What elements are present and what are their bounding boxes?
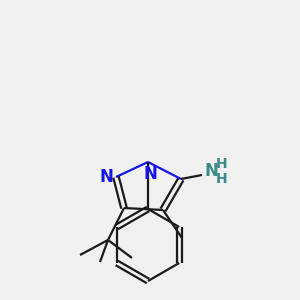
Text: H: H bbox=[216, 172, 228, 186]
Text: N: N bbox=[204, 162, 218, 180]
Text: N: N bbox=[99, 168, 113, 186]
Text: N: N bbox=[143, 165, 157, 183]
Text: H: H bbox=[216, 157, 228, 171]
